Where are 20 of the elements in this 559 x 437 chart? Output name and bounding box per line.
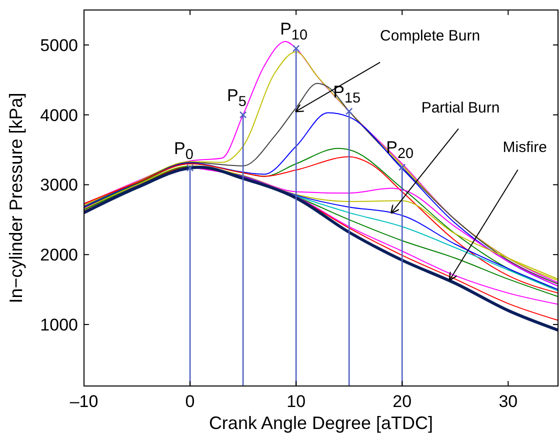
x-tick-label: 10: [286, 392, 306, 411]
annotation: P$_{5}$: [227, 86, 246, 110]
y-tick-label: 3000: [40, 176, 78, 195]
annotation: Partial Burn: [421, 100, 500, 117]
annotation: P$_{10}$: [280, 19, 308, 44]
x-tick-label: 30: [498, 392, 518, 411]
x-tick-label: 0: [185, 392, 195, 411]
annotation: Misfire: [502, 138, 547, 156]
y-axis-title: In−cylinder Pressure [kPa]: [6, 92, 26, 304]
y-tick-label: 1000: [40, 316, 78, 334]
annotation: Complete Burn: [380, 27, 480, 44]
annotation: P$_{0}$: [174, 138, 194, 163]
x-axis-title: Crank Angle Degree [aTDC]: [208, 413, 434, 433]
y-tick-label: 5000: [40, 36, 78, 55]
annotation: P$_{15}$: [333, 82, 361, 106]
y-tick-label: 4000: [40, 106, 78, 125]
y-tick-label: 2000: [40, 246, 78, 265]
x-tick-label: –10: [70, 392, 98, 411]
x-tick-label: 20: [392, 392, 412, 411]
annotation: P$_{20}$: [386, 138, 414, 162]
